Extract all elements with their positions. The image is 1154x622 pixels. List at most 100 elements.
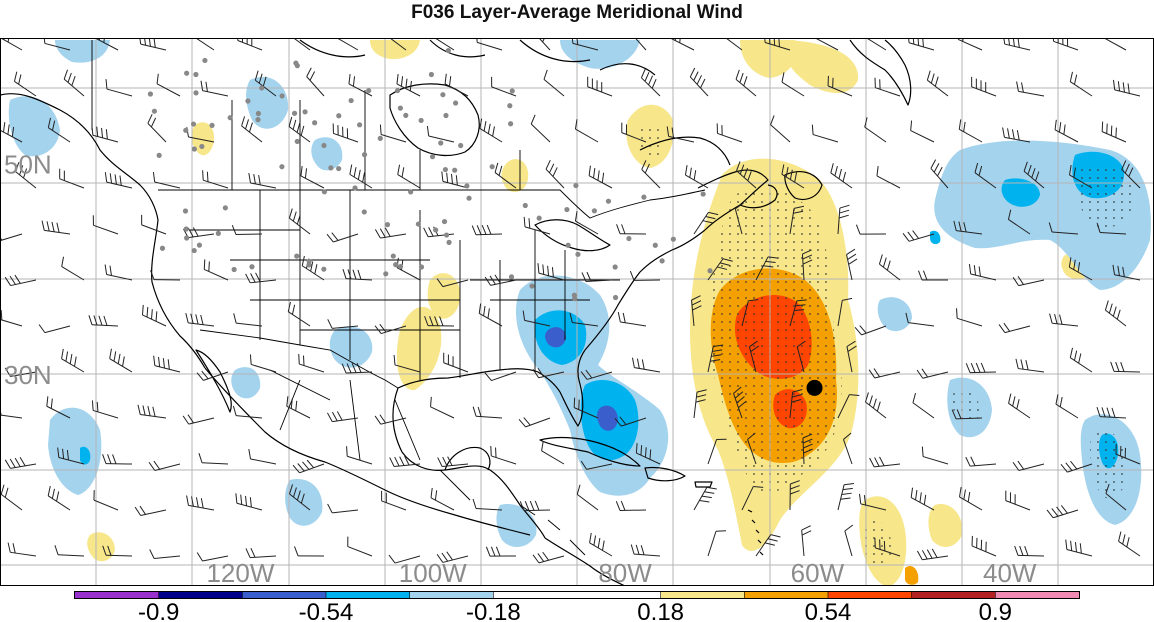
border-mexico-states <box>269 369 471 501</box>
wind-barb <box>837 482 855 511</box>
wind-barb <box>837 204 850 235</box>
lon-label: 120W <box>206 558 274 588</box>
wind-barb <box>196 370 229 381</box>
shade-atl-mid <box>877 297 912 332</box>
shade-ne-blob <box>784 40 859 94</box>
wind-barb <box>965 456 997 467</box>
chart-title: F036 Layer-Average Meridional Wind <box>411 2 743 23</box>
wind-barb <box>589 532 613 557</box>
wind-barb <box>1002 127 1031 143</box>
station-dot <box>452 100 459 106</box>
station-dot <box>418 264 425 270</box>
wind-barb <box>902 230 935 242</box>
shade-se-blob <box>928 504 963 547</box>
wind-barb <box>441 171 469 189</box>
lon-label: 40W <box>983 558 1037 588</box>
wind-barb <box>846 248 858 281</box>
shade-north-blue <box>560 40 640 69</box>
wind-barb <box>341 362 373 374</box>
station-dot <box>397 105 403 111</box>
colorbar-cell <box>75 592 160 598</box>
wind-barb <box>587 76 613 97</box>
wind-barb <box>1103 38 1127 51</box>
wind-barb <box>630 544 661 557</box>
wind-barb <box>916 548 949 561</box>
station-dot <box>255 117 261 123</box>
station-dot <box>670 236 676 242</box>
wind-barb <box>1007 209 1031 235</box>
wind-barb <box>523 216 551 235</box>
shade-canada-mid <box>311 137 343 171</box>
wind-barb <box>837 394 860 419</box>
colorbar-cell <box>493 592 578 598</box>
wind-barb <box>374 414 407 425</box>
wind-barb <box>958 119 983 143</box>
station-dot <box>183 127 189 133</box>
station-dot <box>700 191 706 197</box>
station-dot <box>575 251 581 257</box>
wind-barb <box>141 304 167 327</box>
wind-barb <box>104 264 133 281</box>
coast-baja <box>195 349 232 413</box>
wind-barb <box>1012 275 1045 287</box>
wind-barb <box>864 117 887 143</box>
shade-darkblue-2 <box>597 405 618 431</box>
wind-barb <box>519 500 551 512</box>
wind-barb <box>1054 119 1079 143</box>
wind-barb <box>802 433 813 465</box>
wind-barb <box>755 534 781 557</box>
wind-barb <box>292 38 311 51</box>
colorbar-cell <box>660 592 745 598</box>
wind-barb <box>59 168 85 189</box>
station-dot <box>151 108 158 114</box>
colorbar-cell <box>326 592 411 598</box>
wind-barb <box>910 487 935 511</box>
station-dot <box>408 189 414 195</box>
wind-barb <box>1101 121 1127 143</box>
station-dot <box>612 264 618 270</box>
wind-barb <box>621 122 647 143</box>
station-dot <box>182 208 189 214</box>
wind-barb <box>88 315 119 327</box>
station-dot <box>446 239 452 245</box>
wind-barb <box>349 164 373 189</box>
wind-barb <box>436 551 469 563</box>
wind-barb <box>789 299 807 327</box>
station-dot <box>321 266 327 272</box>
wind-barb <box>490 445 517 465</box>
lon-label: 60W <box>791 558 845 588</box>
coast-central-america <box>544 537 626 586</box>
lat-label: 50N <box>4 149 52 179</box>
colorbar-cell <box>158 592 243 598</box>
wind-barb <box>693 211 719 235</box>
wind-barb <box>770 115 791 143</box>
wind-barb <box>789 205 805 235</box>
coast-small-islands <box>747 509 764 556</box>
coast-hudson-bay <box>389 83 480 157</box>
wind-barb <box>998 322 1031 334</box>
station-dot <box>443 232 450 238</box>
wind-barb <box>156 73 181 97</box>
station-dot <box>464 183 470 189</box>
station-dot <box>383 271 389 277</box>
wind-barb <box>1112 79 1141 97</box>
wind-barb <box>196 552 229 562</box>
wind-barb <box>573 397 599 419</box>
station-dot <box>361 152 368 158</box>
wind-barb <box>522 310 551 327</box>
wind-barb <box>185 313 215 327</box>
shade-west-blob <box>191 122 215 156</box>
wind-barb <box>0 233 23 242</box>
map-area <box>0 38 1154 586</box>
shade-alaska <box>8 96 60 157</box>
wind-barb <box>741 299 759 327</box>
wind-barb <box>830 163 853 189</box>
wind-barb <box>485 546 517 557</box>
wind-barb <box>336 38 359 51</box>
wind-barb <box>233 313 263 327</box>
wind-barbs <box>0 38 1141 564</box>
lon-label: 80W <box>598 558 652 588</box>
station-dot <box>183 226 189 232</box>
station-dot <box>612 294 619 301</box>
wind-barb <box>543 69 565 97</box>
